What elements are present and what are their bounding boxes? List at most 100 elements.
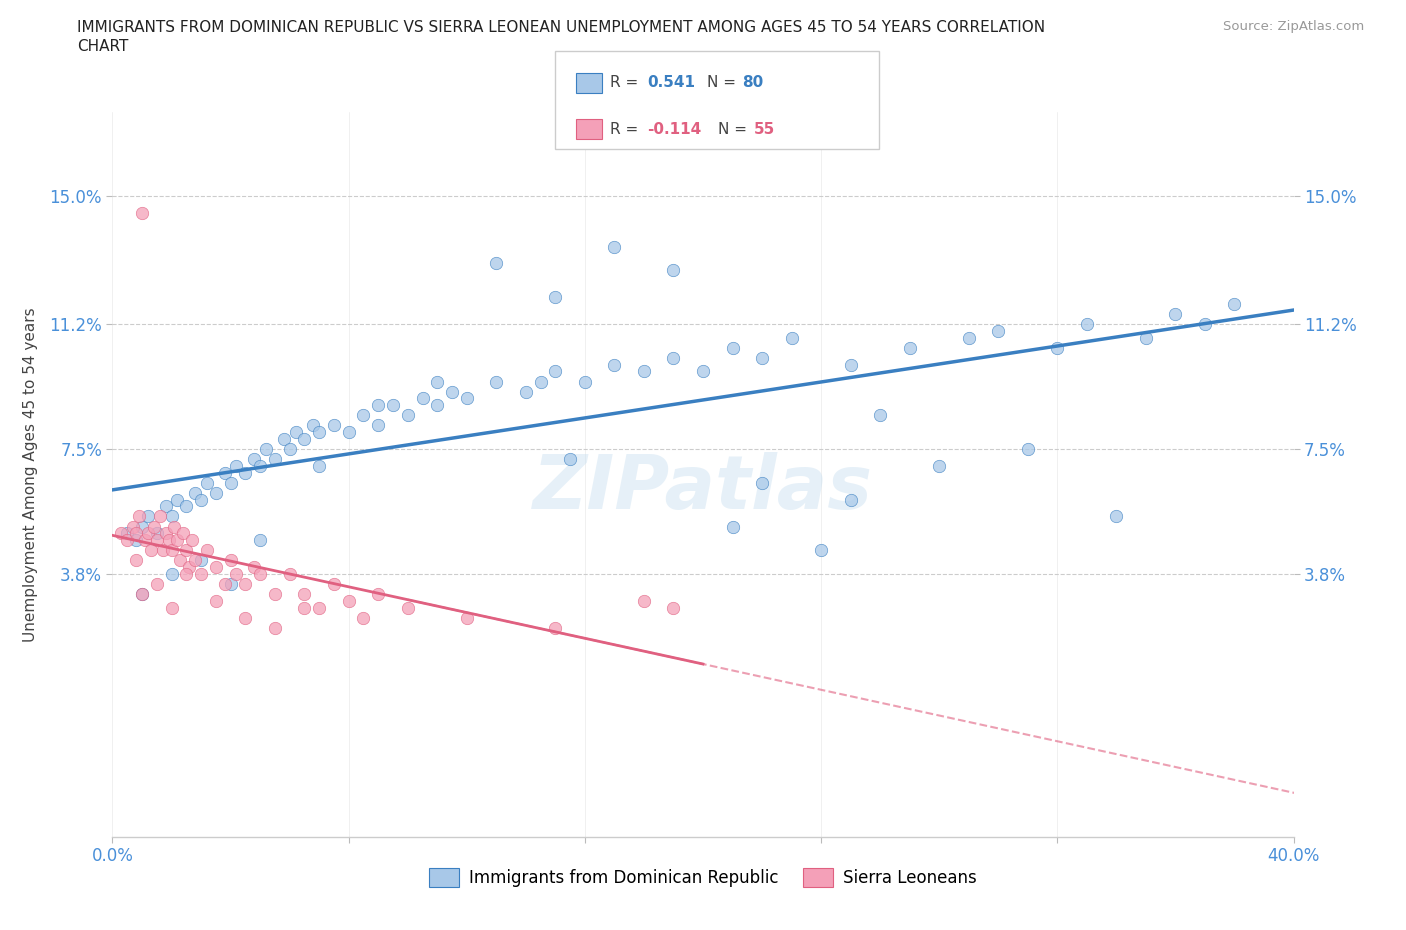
Point [1046,340,1069,355]
Point [214,465,236,480]
Point [131,206,153,220]
Point [721,519,744,534]
Point [205,560,228,575]
Point [249,566,271,581]
Point [544,290,567,305]
Point [125,533,148,548]
Point [529,374,551,389]
Point [323,577,346,591]
Point [544,364,567,379]
Text: R =: R = [610,75,644,90]
Point [243,560,266,575]
Text: IMMIGRANTS FROM DOMINICAN REPUBLIC VS SIERRA LEONEAN UNEMPLOYMENT AMONG AGES 45 : IMMIGRANTS FROM DOMINICAN REPUBLIC VS SI… [77,20,1046,35]
Point [117,525,138,540]
Point [323,418,346,432]
Point [1135,330,1157,345]
Point [337,593,360,608]
Point [633,593,655,608]
Point [1194,317,1216,332]
Point [128,509,150,524]
Point [205,485,228,500]
Point [190,566,212,581]
Text: N =: N = [707,75,741,90]
Point [125,553,148,568]
Point [219,475,242,490]
Point [219,577,242,591]
Point [751,351,773,365]
Point [195,543,218,558]
Point [1164,307,1187,322]
Text: Source: ZipAtlas.com: Source: ZipAtlas.com [1223,20,1364,33]
Point [558,452,582,467]
Point [195,475,218,490]
Point [396,600,419,615]
Point [456,610,478,625]
Point [264,587,287,602]
Point [160,600,183,615]
Point [166,492,188,507]
Point [544,620,567,635]
Point [117,533,138,548]
Point [152,543,174,558]
Point [869,408,891,423]
Point [284,425,307,440]
Point [721,340,744,355]
Point [174,543,197,558]
Point [273,432,295,446]
Point [172,525,194,540]
Point [174,566,197,581]
Point [125,525,148,540]
Point [184,553,207,568]
Point [839,357,862,372]
Point [662,351,685,365]
Point [1105,509,1128,524]
Point [163,519,186,534]
Point [426,374,449,389]
Point [122,519,145,534]
Point [662,263,685,278]
Point [352,408,374,423]
Text: 80: 80 [742,75,763,90]
Point [1223,297,1246,312]
Point [278,566,301,581]
Point [249,458,271,473]
Point [139,543,162,558]
Point [184,485,207,500]
Point [426,398,449,413]
Point [485,374,508,389]
Point [382,398,405,413]
Legend: Immigrants from Dominican Republic, Sierra Leoneans: Immigrants from Dominican Republic, Sier… [422,861,984,894]
Point [367,398,389,413]
Point [160,543,183,558]
Point [352,610,374,625]
Point [134,533,156,548]
Point [603,239,626,254]
Point [264,620,287,635]
Y-axis label: Unemployment Among Ages 45 to 54 years: Unemployment Among Ages 45 to 54 years [24,307,38,642]
Point [136,509,159,524]
Point [146,533,169,548]
Point [441,384,464,399]
Point [110,525,132,540]
Point [278,442,301,457]
Text: ZIPatlas: ZIPatlas [533,452,873,525]
Point [928,458,950,473]
Point [264,452,287,467]
Point [898,340,921,355]
Point [367,418,389,432]
Point [662,600,685,615]
Point [233,577,256,591]
Point [136,525,159,540]
Point [181,533,204,548]
Point [233,465,256,480]
Point [751,475,773,490]
Point [131,587,153,602]
Point [205,593,228,608]
Point [233,610,256,625]
Point [243,452,266,467]
Point [810,543,832,558]
Point [219,553,242,568]
Point [179,560,201,575]
Point [1017,442,1039,457]
Point [157,533,180,548]
